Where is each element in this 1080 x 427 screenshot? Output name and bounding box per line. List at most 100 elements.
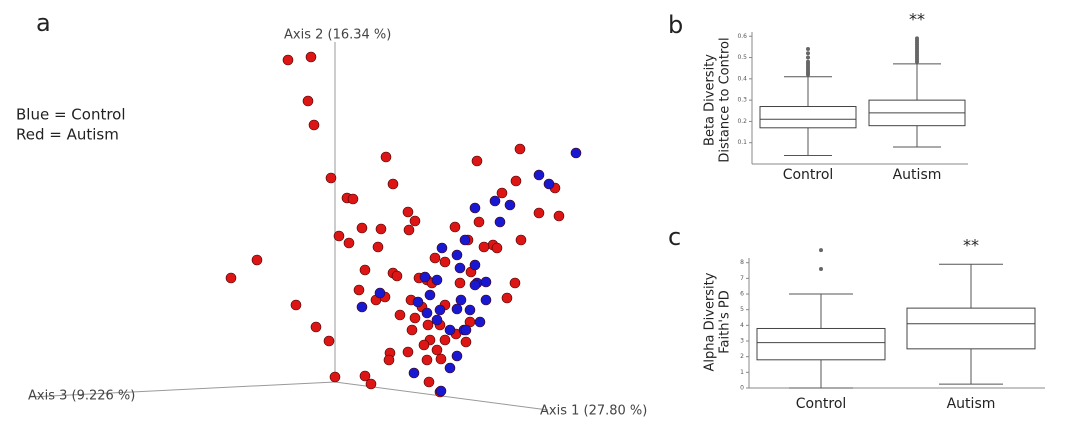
y-tick-label: 6 (740, 291, 744, 298)
axis-label: Axis 1 (27.80 %) (540, 404, 647, 419)
point (402, 346, 414, 358)
point (251, 254, 263, 266)
point (570, 147, 582, 159)
panel-label: a (36, 9, 51, 37)
point (444, 362, 456, 374)
y-tick-label: 4 (740, 322, 744, 329)
y-tick-label: 0 (740, 385, 744, 392)
point (451, 350, 463, 362)
point (444, 324, 456, 336)
point (454, 277, 466, 289)
point (533, 169, 545, 181)
point (533, 207, 545, 219)
y-axis-label: Distance to Control (718, 37, 733, 162)
outlier (806, 55, 810, 60)
point (435, 385, 447, 397)
y-tick-label: 0.1 (737, 139, 747, 146)
point (460, 336, 472, 348)
point (225, 272, 237, 284)
point (409, 312, 421, 324)
point (325, 172, 337, 184)
point (372, 241, 384, 253)
point (429, 252, 441, 264)
point (435, 353, 447, 365)
point (504, 199, 516, 211)
point (436, 242, 448, 254)
panel-label: c (668, 223, 681, 251)
point (451, 303, 463, 315)
y-tick-label: 3 (740, 338, 744, 345)
x-tick-label: Control (796, 396, 847, 412)
x-tick-label: Autism (947, 396, 996, 412)
point (333, 230, 345, 242)
point (464, 304, 476, 316)
y-tick-label: 8 (740, 259, 744, 266)
point (469, 279, 481, 291)
point (459, 234, 471, 246)
y-tick-label: 5 (740, 306, 744, 313)
point (431, 314, 443, 326)
point (329, 371, 341, 383)
point (310, 321, 322, 333)
box (759, 106, 857, 129)
outlier (915, 36, 919, 41)
point (501, 292, 513, 304)
point (471, 155, 483, 167)
point (365, 378, 377, 390)
point (323, 335, 335, 347)
point (455, 294, 467, 306)
point (421, 307, 433, 319)
point (403, 224, 415, 236)
point (418, 339, 430, 351)
point (451, 249, 463, 261)
point (514, 143, 526, 155)
point (409, 215, 421, 227)
point (412, 296, 424, 308)
point (494, 216, 506, 228)
point (431, 344, 443, 356)
point (391, 270, 403, 282)
legend-text: Red = Autism (16, 126, 119, 144)
point (439, 334, 451, 346)
y-tick-label: 0.3 (737, 97, 747, 104)
point (353, 284, 365, 296)
axis-3 (29, 381, 336, 398)
y-tick-label: 1 (740, 369, 744, 376)
point (308, 119, 320, 131)
y-tick-label: 7 (740, 275, 744, 282)
point (491, 242, 503, 254)
point (383, 354, 395, 366)
y-axis-label: Faith's PD (718, 290, 733, 354)
point (408, 367, 420, 379)
axis-label: Axis 3 (9.226 %) (28, 389, 135, 404)
point (347, 193, 359, 205)
point (496, 187, 508, 199)
point (359, 370, 371, 382)
legend-text: Blue = Control (16, 106, 126, 124)
significance: ** (963, 236, 979, 255)
point (553, 210, 565, 222)
point (343, 237, 355, 249)
point (460, 324, 472, 336)
point (406, 324, 418, 336)
point (489, 195, 501, 207)
point (282, 54, 294, 66)
box (756, 327, 886, 361)
y-tick-label: 0.4 (737, 75, 747, 82)
point (480, 294, 492, 306)
outlier (819, 248, 823, 253)
point (359, 264, 371, 276)
y-tick-label: 2 (740, 353, 744, 360)
outlier (819, 266, 823, 271)
point (474, 316, 486, 328)
point (454, 262, 466, 274)
point (480, 276, 492, 288)
point (434, 304, 446, 316)
point (515, 234, 527, 246)
point (478, 241, 490, 253)
point (402, 206, 414, 218)
point (424, 289, 436, 301)
point (419, 271, 431, 283)
y-axis-label: Alpha Diversity (703, 272, 718, 371)
